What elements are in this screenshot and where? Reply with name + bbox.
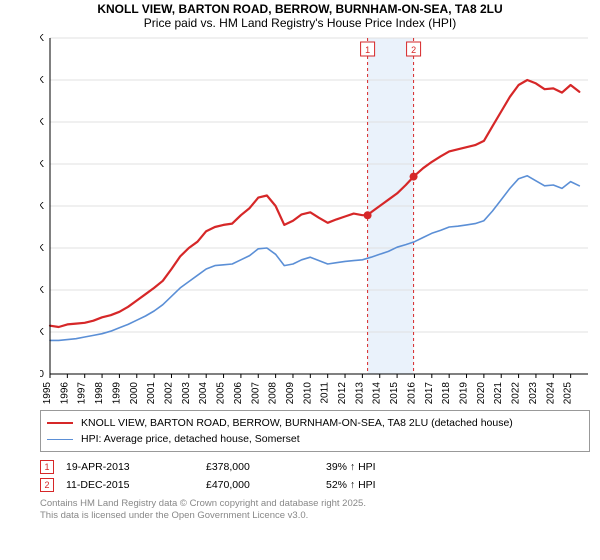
line-chart-svg: £0 £100K £200K £300K £400K £500K £600K £700K £80…: [40, 34, 590, 404]
svg-text:£700K: £700K: [40, 75, 44, 86]
svg-text:2000: 2000: [129, 382, 140, 404]
legend-row: HPI: Average price, detached house, Some…: [47, 431, 583, 447]
svg-text:2: 2: [411, 45, 416, 55]
legend-label: KNOLL VIEW, BARTON ROAD, BERROW, BURNHAM…: [81, 417, 513, 429]
svg-text:2007: 2007: [250, 382, 261, 404]
svg-text:1996: 1996: [59, 382, 70, 404]
footnote-line1: Contains HM Land Registry data © Crown c…: [40, 498, 600, 510]
svg-text:2016: 2016: [406, 382, 417, 404]
svg-text:1997: 1997: [77, 382, 88, 404]
svg-text:1995: 1995: [42, 382, 53, 404]
svg-text:£100K: £100K: [40, 327, 44, 338]
svg-text:£300K: £300K: [40, 243, 44, 254]
svg-text:2025: 2025: [563, 382, 574, 404]
svg-text:2011: 2011: [320, 382, 331, 404]
marker-badge: 2: [40, 478, 54, 492]
svg-text:2002: 2002: [163, 382, 174, 404]
marker-delta: 52% ↑ HPI: [326, 479, 446, 491]
svg-text:2015: 2015: [389, 382, 400, 404]
svg-text:£400K: £400K: [40, 201, 44, 212]
svg-text:2024: 2024: [545, 382, 556, 404]
svg-text:£500K: £500K: [40, 159, 44, 170]
svg-text:2012: 2012: [337, 382, 348, 404]
chart-title-block: KNOLL VIEW, BARTON ROAD, BERROW, BURNHAM…: [0, 0, 600, 30]
svg-text:2003: 2003: [181, 382, 192, 404]
footnote-line2: This data is licensed under the Open Gov…: [40, 510, 600, 522]
svg-text:£0: £0: [40, 369, 44, 380]
legend-box: KNOLL VIEW, BARTON ROAD, BERROW, BURNHAM…: [40, 410, 590, 452]
svg-text:2017: 2017: [424, 382, 435, 404]
marker-date: 19-APR-2013: [66, 461, 206, 473]
svg-text:2013: 2013: [354, 382, 365, 404]
legend-label: HPI: Average price, detached house, Some…: [81, 433, 300, 445]
svg-text:1: 1: [365, 45, 370, 55]
marker-row: 1 19-APR-2013£378,00039% ↑ HPI: [40, 458, 590, 476]
svg-text:2019: 2019: [459, 382, 470, 404]
svg-text:2009: 2009: [285, 382, 296, 404]
chart-container: KNOLL VIEW, BARTON ROAD, BERROW, BURNHAM…: [0, 0, 600, 560]
markers-table: 1 19-APR-2013£378,00039% ↑ HPI 2 11-DEC-201…: [40, 458, 590, 494]
svg-text:2021: 2021: [493, 382, 504, 404]
legend-swatch: [47, 422, 73, 424]
svg-text:2022: 2022: [511, 382, 522, 404]
legend-swatch: [47, 439, 73, 440]
svg-text:£200K: £200K: [40, 285, 44, 296]
marker-price: £378,000: [206, 461, 326, 473]
svg-text:2010: 2010: [302, 382, 313, 404]
svg-text:1999: 1999: [111, 382, 122, 404]
marker-delta: 39% ↑ HPI: [326, 461, 446, 473]
chart-title-line1: KNOLL VIEW, BARTON ROAD, BERROW, BURNHAM…: [0, 2, 600, 16]
footnote: Contains HM Land Registry data © Crown c…: [40, 498, 600, 522]
svg-text:2020: 2020: [476, 382, 487, 404]
chart-title-line2: Price paid vs. HM Land Registry's House …: [0, 16, 600, 30]
svg-text:2014: 2014: [372, 382, 383, 404]
legend-row: KNOLL VIEW, BARTON ROAD, BERROW, BURNHAM…: [47, 415, 583, 431]
marker-date: 11-DEC-2015: [66, 479, 206, 491]
svg-text:£800K: £800K: [40, 34, 44, 44]
svg-text:2005: 2005: [216, 382, 227, 404]
svg-text:2004: 2004: [198, 382, 209, 404]
svg-text:1998: 1998: [94, 382, 105, 404]
svg-text:2008: 2008: [268, 382, 279, 404]
chart-plot-area: £0 £100K £200K £300K £400K £500K £600K £700K £80…: [40, 34, 590, 404]
svg-text:2018: 2018: [441, 382, 452, 404]
svg-text:2006: 2006: [233, 382, 244, 404]
svg-text:2023: 2023: [528, 382, 539, 404]
svg-text:£600K: £600K: [40, 117, 44, 128]
marker-price: £470,000: [206, 479, 326, 491]
svg-text:2001: 2001: [146, 382, 157, 404]
marker-badge: 1: [40, 460, 54, 474]
marker-row: 2 11-DEC-2015£470,00052% ↑ HPI: [40, 476, 590, 494]
